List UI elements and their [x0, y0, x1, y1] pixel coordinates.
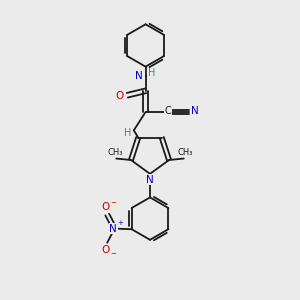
Text: N: N: [191, 106, 199, 116]
Text: −: −: [111, 200, 117, 206]
Text: N: N: [135, 70, 143, 80]
Text: O: O: [102, 245, 110, 255]
Text: H: H: [124, 128, 131, 138]
Text: C: C: [165, 106, 172, 116]
Text: O: O: [102, 202, 110, 212]
Text: CH₃: CH₃: [107, 148, 122, 157]
Text: H: H: [148, 68, 156, 78]
Text: N: N: [146, 175, 154, 185]
Text: −: −: [111, 251, 117, 257]
Text: N: N: [109, 224, 117, 234]
Text: +: +: [117, 220, 123, 226]
Text: CH₃: CH₃: [178, 148, 193, 157]
Text: O: O: [115, 91, 123, 101]
